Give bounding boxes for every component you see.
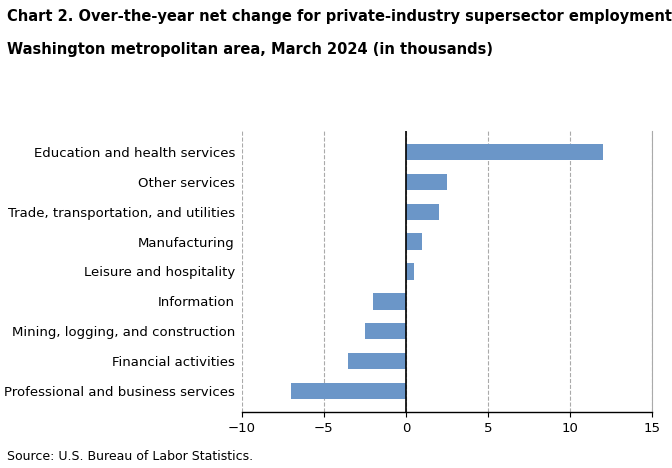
Text: Source: U.S. Bureau of Labor Statistics.: Source: U.S. Bureau of Labor Statistics. <box>7 450 253 463</box>
Bar <box>365 323 406 339</box>
Text: Chart 2. Over-the-year net change for private-industry supersector employment in: Chart 2. Over-the-year net change for pr… <box>7 9 672 24</box>
Bar <box>406 174 447 190</box>
Bar <box>406 204 439 220</box>
Bar <box>406 263 414 280</box>
Bar <box>291 383 406 399</box>
Bar <box>406 144 603 160</box>
Bar <box>349 353 406 369</box>
Bar <box>406 234 422 250</box>
Text: Washington metropolitan area, March 2024 (in thousands): Washington metropolitan area, March 2024… <box>7 42 493 57</box>
Bar <box>373 293 406 309</box>
